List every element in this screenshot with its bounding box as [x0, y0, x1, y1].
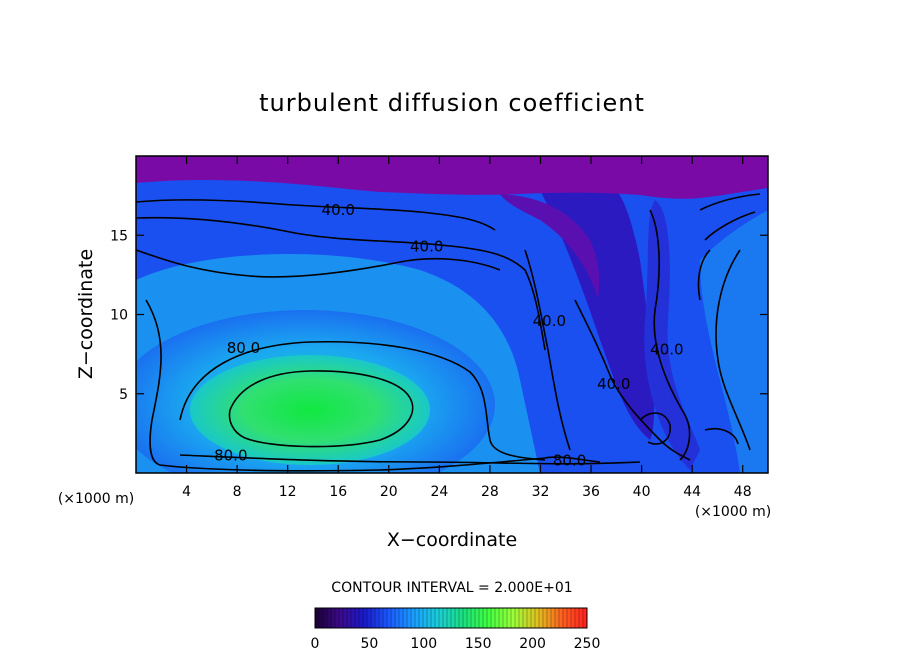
- field-top-tongue: [500, 194, 600, 300]
- contour-line-80-outer: [145, 299, 601, 472]
- contour-label: 80.0: [553, 451, 586, 469]
- y-tick-label: 15: [110, 228, 128, 244]
- contour-label: 40.0: [410, 237, 443, 255]
- contour-line-downdraft-1: [524, 249, 571, 451]
- x-unit-left: (×1000 m): [58, 491, 134, 507]
- x-tick-label: 40: [633, 484, 651, 500]
- x-axis-label: X−coordinate: [387, 529, 517, 551]
- contour-line-80-inner: [179, 340, 546, 461]
- x-axis-ticks: 4 8 12 16 20 24 28 32 36 40 44 48: [182, 156, 752, 500]
- field-downdraft: [540, 185, 655, 440]
- x-tick-label: 4: [182, 484, 191, 500]
- contour-label: 40.0: [533, 312, 566, 330]
- contour-line-plume-3: [704, 211, 756, 241]
- contour-line-upper-1: [136, 199, 496, 231]
- x-tick-label: 28: [481, 484, 499, 500]
- contour-line-plume-2: [699, 193, 761, 211]
- colorbar-tick-label: 100: [410, 636, 437, 652]
- chart-title: turbulent diffusion coefficient: [259, 89, 645, 117]
- colorbar-tick-label: 0: [311, 636, 320, 652]
- field-right-band: [700, 210, 768, 473]
- colorbar-tick-label: 250: [574, 636, 601, 652]
- contour-label: 40.0: [322, 201, 355, 219]
- x-tick-label: 24: [430, 484, 448, 500]
- x-tick-label: 12: [279, 484, 297, 500]
- y-tick-label: 5: [119, 387, 128, 403]
- field-top-layer: [136, 156, 768, 199]
- contour-line-right: [715, 249, 751, 451]
- contour-line-core: [228, 370, 414, 448]
- y-axis-label: Z−coordinate: [75, 249, 97, 379]
- x-tick-label: 48: [734, 484, 752, 500]
- x-tick-label: 36: [582, 484, 600, 500]
- contour-label: 40.0: [597, 375, 630, 393]
- y-tick-label: 10: [110, 308, 128, 324]
- contour-interval-text: CONTOUR INTERVAL = 2.000E+01: [331, 580, 572, 596]
- x-tick-label: 32: [532, 484, 550, 500]
- contour-line-right-2: [697, 249, 711, 301]
- x-tick-label: 20: [380, 484, 398, 500]
- contour-line-upper-3: [136, 249, 501, 278]
- colorbar-fill: [315, 608, 587, 628]
- field-core: [190, 355, 430, 465]
- y-axis-ticks: 5 10 15: [110, 228, 768, 403]
- x-unit-right: (×1000 m): [695, 504, 771, 520]
- contour-line-eddy-2: [704, 428, 739, 445]
- colorbar-tick-label: 150: [465, 636, 492, 652]
- contour-label: 80.0: [227, 339, 260, 357]
- contour-lines: [136, 193, 761, 472]
- contour-line-plume-1: [649, 209, 691, 461]
- colorbar-stripes: [318, 608, 584, 628]
- colorbar-frame: [314, 607, 588, 629]
- field-plume: [644, 200, 700, 470]
- contour-label: 80.0: [214, 447, 247, 465]
- x-tick-label: 44: [683, 484, 701, 500]
- colorbar: [314, 607, 588, 629]
- contour-line-downdraft-2: [574, 299, 691, 461]
- colorbar-ticks: 0 50 100 150 200 250: [311, 636, 601, 652]
- contour-line-upper-2: [136, 216, 546, 351]
- x-tick-label: 16: [329, 484, 347, 500]
- contour-line-bottom: [179, 454, 641, 465]
- contour-labels: 40.0 40.0 40.0 40.0 40.0 80.0 80.0 80.0: [214, 201, 683, 469]
- colorbar-tick-label: 50: [360, 636, 378, 652]
- contour-label: 40.0: [650, 340, 683, 358]
- contour-line-eddy-1: [639, 412, 671, 445]
- colorbar-tick-label: 200: [519, 636, 546, 652]
- x-tick-label: 8: [233, 484, 242, 500]
- plot-area: 40.0 40.0 40.0 40.0 40.0 80.0 80.0 80.0: [136, 156, 768, 473]
